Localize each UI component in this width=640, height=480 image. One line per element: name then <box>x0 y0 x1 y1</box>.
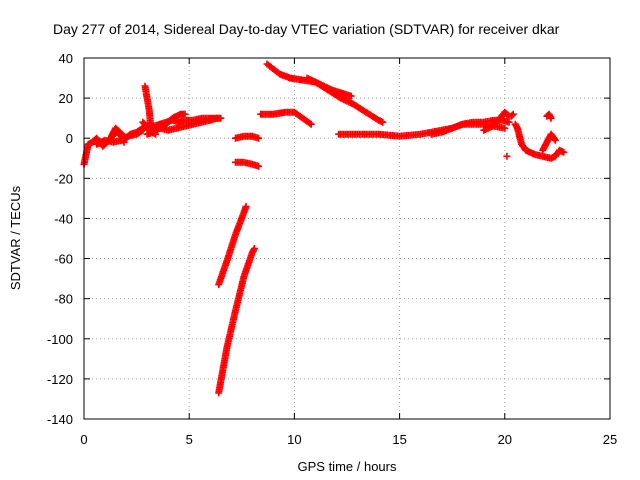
data-point <box>509 110 517 118</box>
data-point <box>152 130 159 138</box>
y-tick-label: -60 <box>54 252 73 267</box>
y-axis-label: SDTVAR / TECUs <box>8 185 23 290</box>
data-point <box>139 126 147 134</box>
y-tick-label: -20 <box>54 171 73 186</box>
y-tick-label: -100 <box>47 332 73 347</box>
data-point <box>379 118 387 126</box>
y-tick-label: 20 <box>59 91 73 106</box>
data-point <box>551 136 559 144</box>
data-point <box>508 111 516 119</box>
tick-labels: 0 5 10 15 20 25 -140 -120 -100 -80 -60 -40 -20 0 20 40 <box>47 51 617 447</box>
x-tick-label: 10 <box>287 432 301 447</box>
data-point <box>217 114 225 122</box>
data-point <box>503 152 511 160</box>
data-points <box>80 60 568 397</box>
x-tick-label: 15 <box>392 432 406 447</box>
plot-frame <box>83 57 611 420</box>
data-point <box>120 138 128 146</box>
data-point <box>501 124 509 132</box>
x-tick-label: 25 <box>603 432 617 447</box>
data-point <box>250 245 258 252</box>
data-point <box>306 119 314 127</box>
x-tick-label: 0 <box>80 432 87 447</box>
y-tick-label: -80 <box>54 292 73 307</box>
x-axis-label: GPS time / hours <box>298 459 397 474</box>
y-tick-label: -120 <box>47 372 73 387</box>
y-tick-label: 0 <box>66 131 73 146</box>
data-point <box>255 134 263 142</box>
y-tick-label: 40 <box>59 51 73 66</box>
x-tick-label: 20 <box>498 432 512 447</box>
data-point <box>347 92 355 100</box>
data-point <box>547 114 555 122</box>
data-point <box>242 202 250 210</box>
x-tick-label: 5 <box>186 432 193 447</box>
grid-lines <box>84 58 610 419</box>
data-point <box>181 110 189 118</box>
data-point <box>255 162 263 170</box>
data-point <box>560 148 568 156</box>
axis-ticks <box>83 57 611 420</box>
chart-title: Day 277 of 2014, Sidereal Day-to-day VTE… <box>53 21 560 37</box>
y-tick-label: -140 <box>47 412 73 427</box>
data-point <box>307 120 315 128</box>
data-point <box>505 118 513 126</box>
y-tick-label: -40 <box>54 211 73 226</box>
